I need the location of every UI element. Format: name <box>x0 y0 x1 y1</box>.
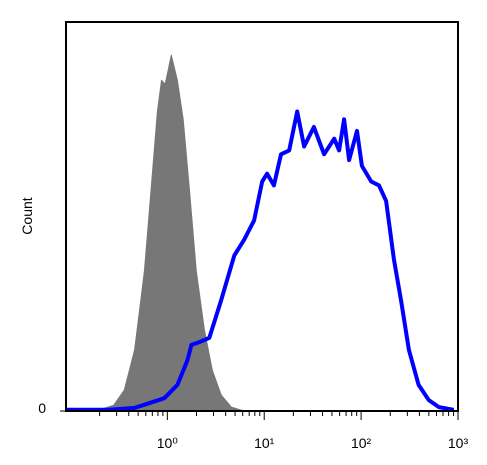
line <box>66 109 455 412</box>
y-tick-label: 0 <box>38 400 46 416</box>
x-tick-label: 10¹ <box>254 435 275 451</box>
y-axis-label: Count <box>19 197 35 234</box>
area <box>65 54 245 412</box>
plot-frame <box>65 21 459 412</box>
x-tick-label: 10⁰ <box>157 435 179 451</box>
x-tick-label: 10³ <box>448 435 469 451</box>
x-tick-label: 10² <box>351 435 372 451</box>
